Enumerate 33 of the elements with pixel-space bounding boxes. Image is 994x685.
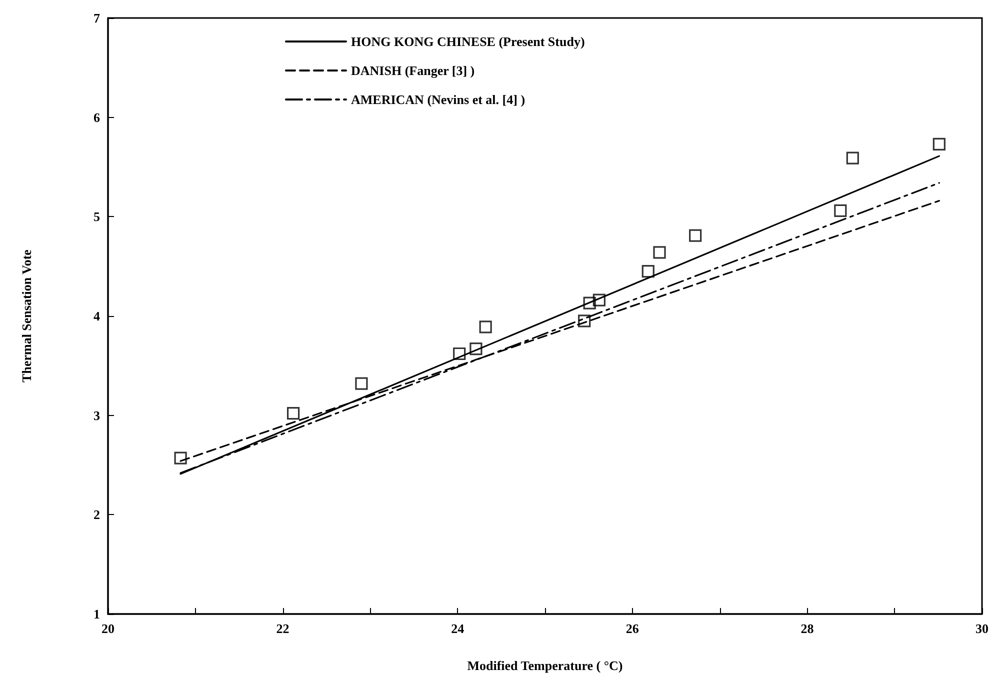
x-axis-title: Modified Temperature ( °C) — [467, 658, 623, 673]
x-tick-label: 22 — [276, 621, 290, 636]
point — [583, 296, 596, 310]
point — [689, 229, 702, 242]
x-tick-label: 24 — [451, 621, 465, 636]
legend-label: DANISH (Fanger [3] ) — [351, 63, 475, 78]
y-tick-label: 2 — [94, 507, 100, 522]
y-tick-label: 5 — [94, 209, 100, 224]
y-tick-label: 1 — [94, 606, 100, 622]
y-tick-label: 6 — [94, 110, 100, 125]
point — [174, 452, 187, 464]
y-tick-label: 4 — [94, 308, 100, 324]
x-tick-label: 26 — [626, 621, 640, 636]
legend-label: AMERICAN (Nevins et al. [4] ) — [351, 92, 526, 107]
point — [592, 294, 606, 306]
x-tick-label: 30 — [976, 621, 988, 636]
y-tick-label: 7 — [94, 10, 100, 26]
legend-label: HONG KONG CHINESE (Present Study) — [351, 34, 585, 49]
point — [834, 204, 847, 218]
point — [479, 320, 492, 334]
x-tick-label: 20 — [102, 621, 114, 636]
point — [453, 347, 466, 360]
y-tick-label: 3 — [94, 408, 100, 423]
point — [578, 314, 591, 328]
point — [932, 138, 946, 150]
point — [653, 246, 666, 259]
point — [355, 377, 368, 390]
point — [286, 407, 300, 420]
y-axis-title: Thermal Sensation Vote — [19, 249, 34, 382]
x-tick-label: 28 — [800, 621, 814, 636]
point — [642, 265, 654, 278]
point — [846, 152, 859, 164]
point — [470, 342, 482, 356]
